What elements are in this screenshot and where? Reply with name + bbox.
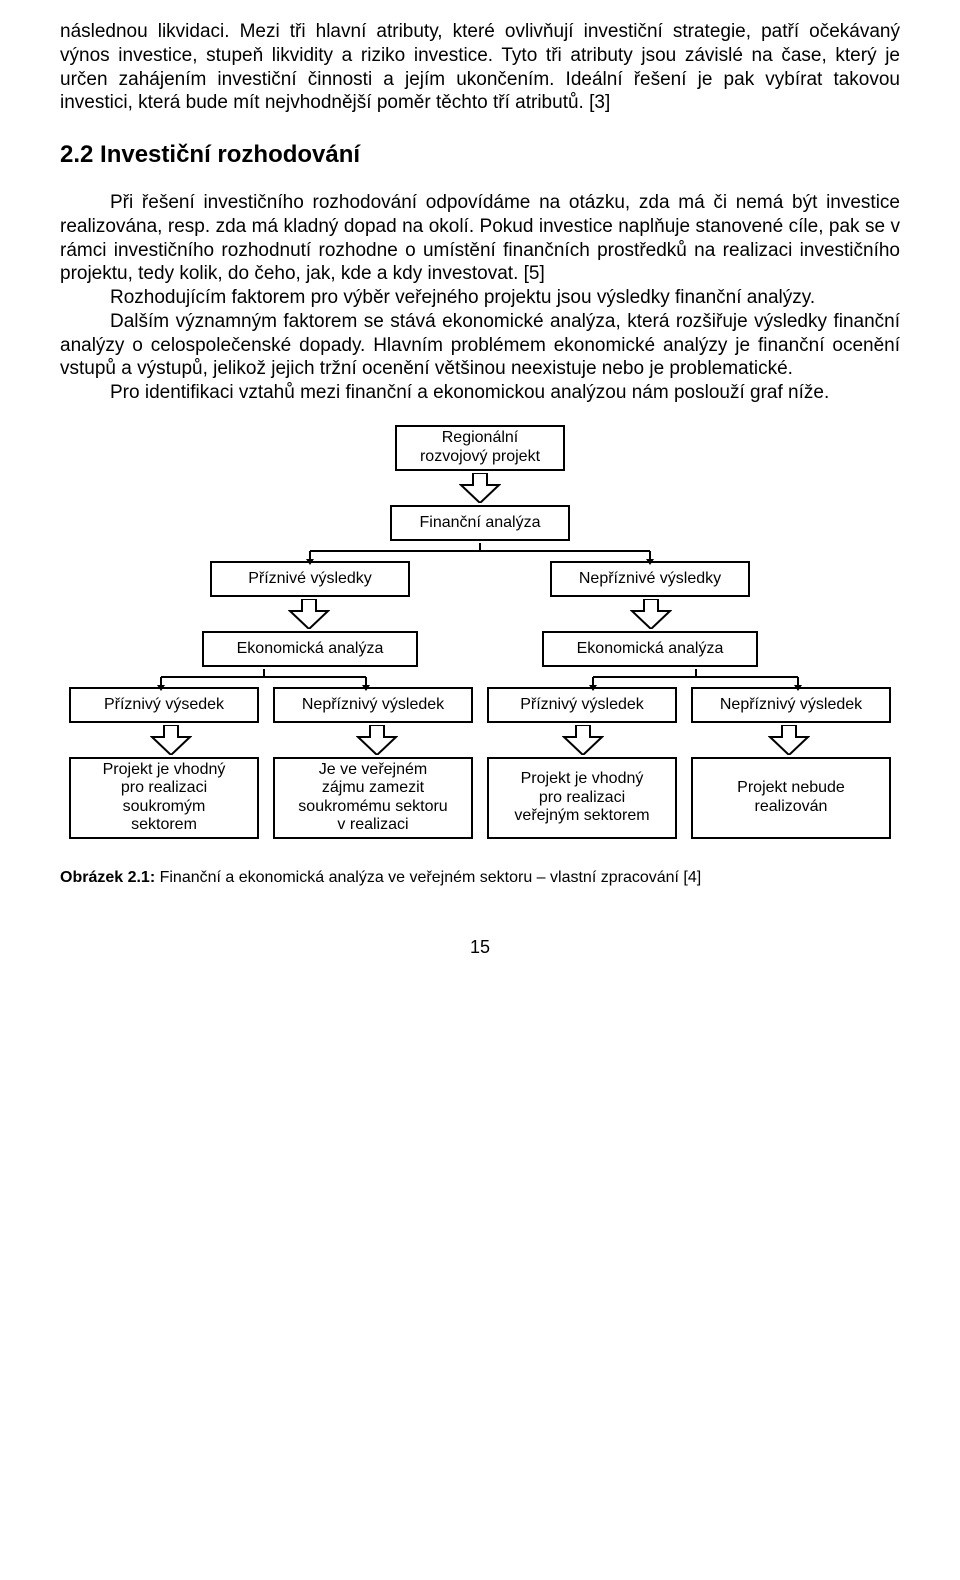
flowchart: Regionálnírozvojový projekt Finanční ana… — [60, 425, 900, 839]
arrow-icon — [288, 599, 330, 629]
connector-split-right — [498, 669, 894, 685]
paragraph-2c: Dalším významným faktorem se stává ekono… — [60, 310, 900, 381]
connector-split-2 — [210, 543, 750, 559]
node-l6a: Projekt je vhodnýpro realizacisoukromýms… — [69, 757, 259, 839]
node-unfavourable-results: Nepříznivé výsledky — [550, 561, 750, 597]
document-page: následnou likvidaci. Mezi tři hlavní atr… — [0, 0, 960, 998]
paragraph-2d: Pro identifikaci vztahů mezi finanční a … — [60, 381, 900, 405]
arrow-icon — [562, 725, 604, 755]
node-l6c: Projekt je vhodnýpro realizaciveřejným s… — [487, 757, 677, 839]
node-l5a: Příznivý výsedek — [69, 687, 259, 723]
connector-split-left — [66, 669, 462, 685]
arrow-icon — [60, 473, 900, 503]
node-l5c: Příznivý výsledek — [487, 687, 677, 723]
page-number: 15 — [60, 937, 900, 958]
node-financial-analysis: Finanční analýza — [390, 505, 570, 541]
node-favourable-results: Příznivé výsledky — [210, 561, 410, 597]
paragraph-2b: Rozhodujícím faktorem pro výběr veřejnéh… — [60, 286, 900, 310]
node-l6d: Projekt nebuderealizován — [691, 757, 891, 839]
arrow-icon — [150, 725, 192, 755]
arrow-icon — [630, 599, 672, 629]
node-economic-analysis-left: Ekonomická analýza — [202, 631, 418, 667]
caption-label: Obrázek 2.1: — [60, 869, 155, 886]
paragraph-2a: Při řešení investičního rozhodování odpo… — [60, 191, 900, 286]
node-economic-analysis-right: Ekonomická analýza — [542, 631, 758, 667]
figure-caption: Obrázek 2.1: Finanční a ekonomická analý… — [60, 869, 900, 887]
arrow-icon — [768, 725, 810, 755]
node-l6b: Je ve veřejnémzájmu zamezitsoukromému se… — [273, 757, 473, 839]
node-regional-project: Regionálnírozvojový projekt — [395, 425, 565, 471]
caption-text: Finanční a ekonomická analýza ve veřejné… — [155, 869, 701, 886]
paragraph-1: následnou likvidaci. Mezi tři hlavní atr… — [60, 20, 900, 115]
arrow-icon — [356, 725, 398, 755]
section-heading: 2.2 Investiční rozhodování — [60, 141, 900, 169]
node-l5d: Nepříznivý výsledek — [691, 687, 891, 723]
node-l5b: Nepříznivý výsledek — [273, 687, 473, 723]
